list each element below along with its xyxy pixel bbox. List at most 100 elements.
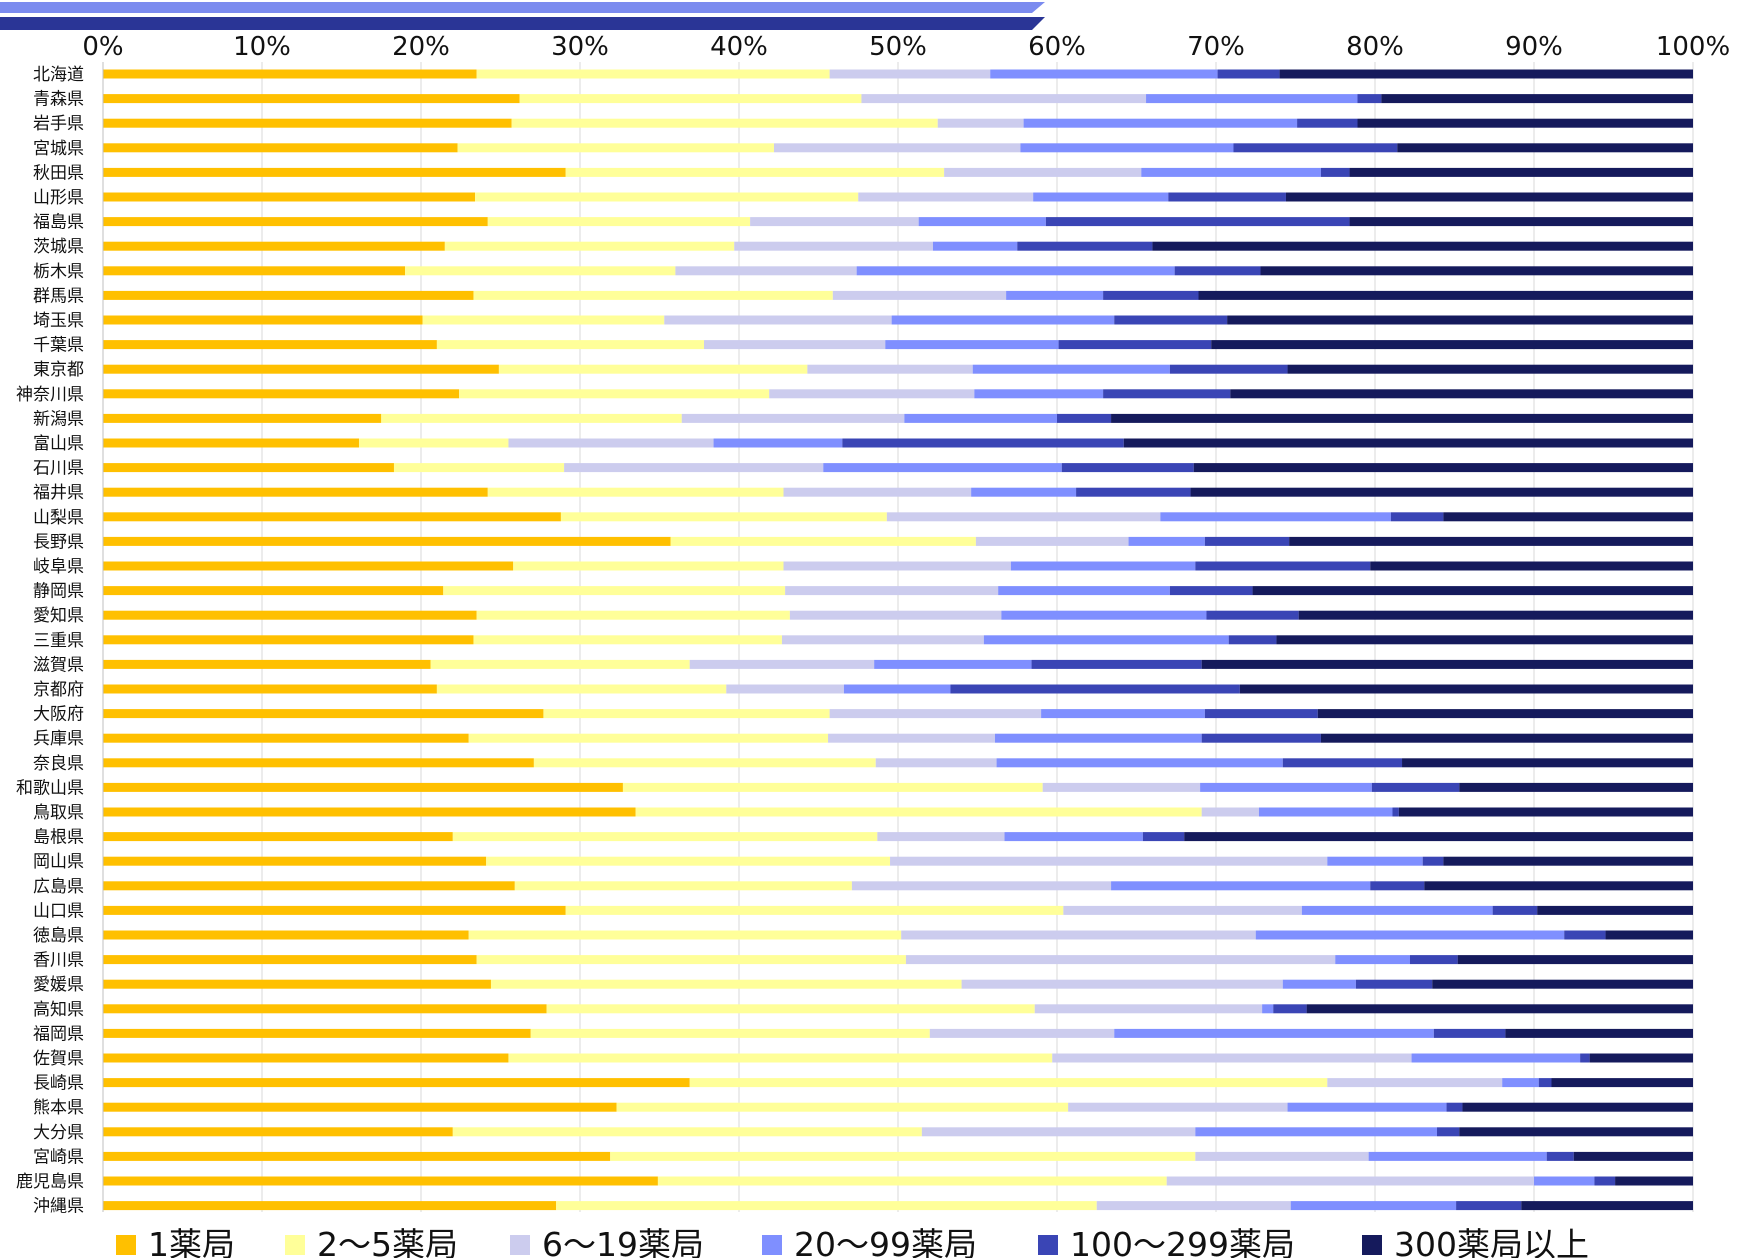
legend-swatch [762, 1235, 782, 1255]
bar-segment [1160, 512, 1391, 522]
bar-segment [103, 1201, 557, 1211]
bar-segment [560, 512, 887, 522]
bar-segment [1411, 1053, 1581, 1063]
bar-segment [1306, 1004, 1693, 1014]
bar-segment [486, 856, 891, 866]
bar-row [103, 881, 1693, 891]
bar-segment [1276, 635, 1693, 645]
bar-segment [1368, 1151, 1547, 1161]
bar-segment [1211, 340, 1693, 350]
bar-segment [1204, 536, 1290, 546]
bar-row [103, 586, 1693, 596]
bar-row [103, 487, 1693, 497]
bar-row [103, 143, 1693, 153]
category-label: 沖縄県 [33, 1197, 84, 1217]
bar-segment [823, 463, 1062, 473]
bar-segment [983, 635, 1229, 645]
category-label: 岐阜県 [33, 557, 84, 577]
bar-segment [974, 389, 1104, 399]
bar-segment [1349, 217, 1693, 227]
bar-segment [1206, 610, 1299, 620]
legend-swatch [1362, 1235, 1382, 1255]
bar-row [103, 217, 1693, 227]
bar-segment [508, 1053, 1053, 1063]
bar-segment [874, 659, 1032, 669]
bar-segment [1004, 832, 1143, 842]
bar-row [103, 364, 1693, 374]
bar-segment [103, 143, 458, 153]
category-label: 広島県 [33, 877, 84, 897]
bar-segment [508, 438, 714, 448]
bar-segment [436, 340, 705, 350]
bar-row [103, 807, 1693, 817]
bar-segment [1402, 758, 1693, 768]
bar-segment [842, 438, 1124, 448]
bar-segment [885, 340, 1059, 350]
bar-segment [565, 167, 945, 177]
bar-segment [1297, 118, 1358, 128]
legend-label: 20～99薬局 [794, 1225, 977, 1258]
bar-segment [1279, 69, 1693, 79]
bar-segment [103, 487, 488, 497]
bar-row [103, 635, 1693, 645]
bar-row [103, 856, 1693, 866]
bar-segment [1114, 1028, 1434, 1038]
bar-segment [1287, 1102, 1447, 1112]
bar-segment [610, 1151, 1196, 1161]
bar-segment [393, 463, 565, 473]
x-tick-label: 50% [869, 32, 927, 62]
bar-segment [490, 979, 962, 989]
bar-row [103, 955, 1693, 965]
category-label: 京都府 [33, 680, 84, 700]
bar-segment [1282, 758, 1403, 768]
bar-segment [950, 684, 1240, 694]
bar-segment [1114, 315, 1228, 325]
bar-segment [103, 192, 476, 202]
bar-segment [1443, 856, 1693, 866]
bar-segment [905, 955, 1336, 965]
bar-segment [1381, 94, 1693, 104]
legend-item: 300薬局以上 [1362, 1225, 1589, 1258]
bar-segment [1551, 1078, 1693, 1088]
category-label: 高知県 [33, 1000, 84, 1020]
bar-segment [1142, 832, 1185, 842]
x-tick-label: 100% [1656, 32, 1730, 62]
bar-segment [998, 586, 1170, 596]
bar-segment [533, 758, 876, 768]
bar-segment [622, 782, 1043, 792]
x-tick-label: 40% [710, 32, 768, 62]
bar-segment [1502, 1078, 1539, 1088]
bar-segment [1594, 1176, 1616, 1186]
bar-segment [1239, 684, 1693, 694]
category-label: 栃木県 [33, 262, 84, 282]
bar-segment [468, 930, 902, 940]
bar-segment [1258, 807, 1393, 817]
category-label: 山口県 [33, 901, 84, 921]
category-label: 青森県 [33, 90, 84, 110]
bar-segment [1289, 536, 1693, 546]
bar-segment [1615, 1176, 1693, 1186]
bar-segment [807, 364, 973, 374]
bar-row [103, 512, 1693, 522]
bar-segment [1320, 167, 1350, 177]
category-label: 愛媛県 [33, 975, 84, 995]
bar-row [103, 118, 1693, 128]
category-label: 香川県 [33, 951, 84, 971]
bar-segment [103, 979, 491, 989]
category-label: 長崎県 [33, 1074, 84, 1094]
bar-segment [1327, 1078, 1503, 1088]
bar-segment [430, 659, 690, 669]
bar-segment [681, 413, 905, 423]
bar-row [103, 1053, 1693, 1063]
bar-segment [1370, 561, 1693, 571]
x-tick-label: 90% [1505, 32, 1563, 62]
bar-segment [103, 709, 544, 719]
bar-row [103, 413, 1693, 423]
bar-row [103, 438, 1693, 448]
bar-row [103, 241, 1693, 251]
category-label: 鳥取県 [33, 803, 84, 823]
bar-segment [1052, 1053, 1412, 1063]
bar-segment [1459, 1127, 1693, 1137]
bar-row [103, 1201, 1693, 1211]
bar-row [103, 979, 1693, 989]
